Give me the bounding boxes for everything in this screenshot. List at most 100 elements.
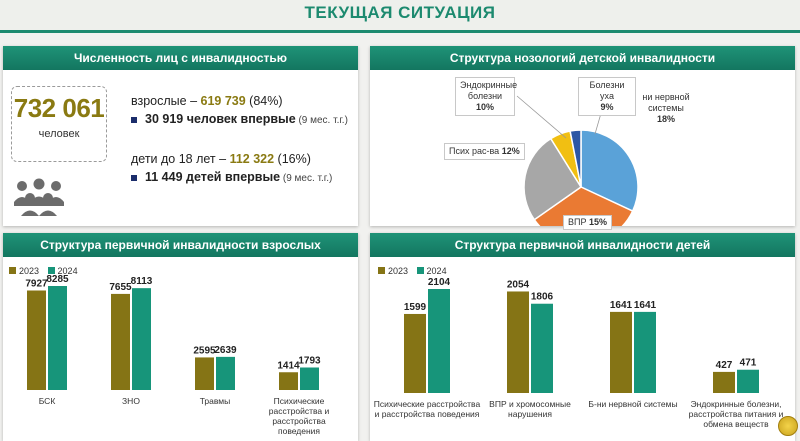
chart-legend: 2023 2024 (378, 265, 447, 276)
category-label: Психические (274, 396, 325, 406)
adults-first: 30 919 человек впервые (145, 112, 296, 126)
bar (279, 372, 298, 390)
total-value: 732 061 (13, 93, 105, 123)
category-label: Психические расстройства (374, 399, 481, 409)
bar-value-label: 2595 (193, 345, 216, 356)
category-label: Б-ни нервной системы (588, 399, 677, 409)
category-label: обмена веществ (703, 419, 769, 429)
bar (216, 356, 235, 390)
bar (428, 289, 450, 393)
emblem-icon (778, 416, 798, 436)
children-pct: (16%) (274, 152, 311, 166)
bar (737, 369, 759, 393)
category-label: поведения (278, 426, 320, 436)
adults-line: взрослые – 619 739 (84%) (131, 94, 283, 108)
adults-first-note: (9 мес. т.г.) (295, 115, 348, 126)
legend-swatch-2024 (416, 267, 424, 275)
children-nosology-panel: Структура нозологий детской инвалидности… (370, 46, 795, 230)
bar-value-label: 2054 (507, 279, 530, 290)
bar-value-label: 7927 (25, 278, 48, 289)
children-prefix: дети до 18 лет – (131, 152, 230, 166)
category-label: нарушения (508, 409, 552, 419)
bar (610, 311, 632, 393)
category-label: ВПР и хромосомные (489, 399, 571, 409)
legend-label-2023: 2023 (388, 265, 409, 276)
pie-label-text: ни нервной системы (642, 92, 690, 113)
legend-label-2024: 2024 (426, 265, 447, 276)
bar-value-label: 1806 (531, 292, 554, 303)
adults-value: 619 739 (200, 94, 246, 108)
total-unit: человек (38, 128, 80, 140)
pie-label-pct: 9% (600, 102, 614, 112)
children-value: 112 322 (229, 152, 275, 166)
bar (111, 293, 130, 390)
bar-value-label: 1793 (298, 355, 321, 366)
children-line: дети до 18 лет – 112 322 (16%) (131, 152, 311, 166)
bar-value-label: 8285 (46, 274, 69, 285)
bar (195, 357, 214, 390)
panel-header: Структура первичной инвалидности взрослы… (3, 233, 358, 257)
category-label: расстройства питания и (689, 409, 784, 419)
adults-pct: (84%) (245, 94, 283, 108)
bar-value-label: 8113 (131, 276, 153, 287)
children-primary-disability-panel: Структура первичной инвалидности детей 2… (370, 233, 795, 441)
children-first-note: (9 мес. т.г.) (280, 173, 333, 184)
panel-header: Численность лиц с инвалидностью (3, 46, 358, 70)
pie-label-endocrine: Эндокринные болезни 10% (455, 77, 518, 116)
bar-value-label: 7655 (109, 282, 132, 293)
adults-prefix: взрослые – (131, 94, 201, 108)
title-underline (0, 30, 800, 33)
bar-value-label: 1599 (404, 302, 427, 313)
adults-first-line: 30 919 человек впервые (9 мес. т.г.) (131, 112, 348, 126)
category-label: Эндокринные болезни, (691, 399, 782, 409)
legend-swatch-2023 (9, 267, 16, 275)
bullet-icon (131, 174, 137, 181)
bar-value-label: 1414 (277, 360, 300, 371)
legend-swatch-2024 (47, 267, 55, 275)
category-label: расстройства (272, 416, 326, 426)
pie-label-vpr: ВПР 15% (563, 215, 613, 230)
children-first-line: 11 449 детей впервые (9 мес. т.г.) (131, 170, 332, 184)
pie-leader-line (516, 95, 567, 139)
pie-label-pct: 12% (501, 146, 520, 156)
adult-primary-disability-panel: Структура первичной инвалидности взрослы… (3, 233, 358, 441)
legend-label-2024: 2024 (57, 265, 78, 276)
bar (300, 367, 319, 390)
bar (531, 303, 553, 393)
bar (132, 288, 151, 390)
pie-slice (569, 129, 582, 188)
bar-value-label: 2639 (214, 345, 237, 356)
bar-value-label: 1641 (610, 300, 633, 311)
total-kpi-box: 732 061 человек (11, 86, 107, 162)
people-group-icon (14, 178, 64, 216)
bar-value-label: 2104 (428, 277, 451, 288)
bar-value-label: 1641 (634, 300, 657, 311)
bar (48, 286, 67, 390)
category-label: ЗНО (122, 396, 140, 406)
pie-label-text: Болезни уха (589, 80, 625, 101)
chart-legend: 2023 2024 (9, 265, 78, 276)
bullet-icon (131, 116, 137, 123)
bar-value-label: 471 (740, 358, 757, 369)
panel-header: Структура нозологий детской инвалидности (370, 46, 795, 70)
nosology-pie-chart (516, 95, 639, 226)
legend-swatch-2023 (378, 267, 385, 275)
category-label: и расстройства поведения (375, 409, 480, 419)
children-first: 11 449 детей впервые (145, 170, 281, 184)
page-title: ТЕКУЩАЯ СИТУАЦИЯ (304, 3, 496, 22)
bar (713, 371, 735, 393)
pie-label-ear: Болезни уха 9% (578, 77, 636, 116)
pie-label-nerve: ни нервной системы 18% (636, 90, 696, 127)
pie-label-text: Эндокринные болезни (460, 80, 518, 101)
pie-label-pct: 10% (475, 102, 494, 112)
category-label: Травмы (200, 396, 231, 406)
bar (507, 291, 529, 393)
pie-label-pct: 15% (589, 217, 608, 227)
panel-header: Структура первичной инвалидности детей (370, 233, 795, 257)
title-bar (0, 0, 800, 30)
category-label: БСК (39, 396, 56, 406)
bar (634, 311, 656, 393)
pie-label-psych: Псих рас-ва 12% (444, 143, 525, 160)
